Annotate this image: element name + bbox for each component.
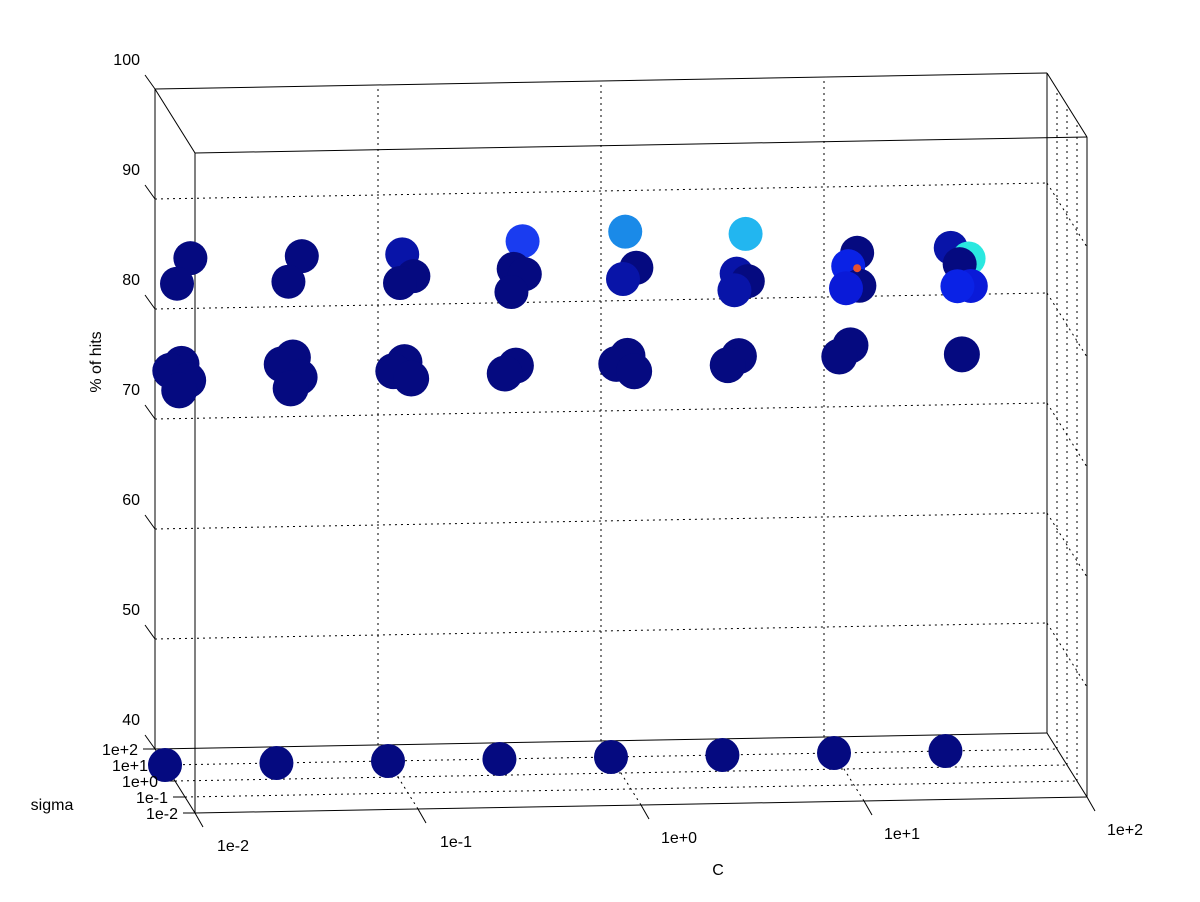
data-points [148,214,988,782]
point-lower [943,336,980,373]
floor-point [817,736,851,770]
z-tick [144,404,156,420]
z-tick [144,184,156,200]
z-tick-label: 100 [113,52,140,69]
z-tick-label: 60 [122,492,140,509]
x-tick [417,808,427,824]
point-upper [271,264,306,299]
point-upper [383,266,417,300]
grid-line-z [154,182,1048,200]
point-upper [606,262,640,296]
floor-point [259,746,294,781]
grid-line-z [154,512,1048,530]
floor-grid-x [600,740,642,806]
point-upper [717,273,752,308]
z-tick-label: 50 [122,602,140,619]
point-upper [284,239,319,274]
sigma-tick-label: 1e-2 [146,806,178,823]
point-upper [173,241,208,276]
best-point [853,264,862,273]
x-axis-label: C [712,862,724,879]
x-tick [194,812,204,828]
z-tick [144,74,156,90]
x-tick [863,800,873,816]
z-tick-label: 90 [122,162,140,179]
z-tick [144,294,156,310]
x-tick-label: 1e+1 [884,826,920,843]
z-axis-label: % of hits [88,331,105,392]
point-upper [728,216,763,251]
point-upper [505,224,540,259]
point-upper [608,214,643,249]
z-tick [144,514,156,530]
point-lower [272,370,309,407]
y-axis-label: sigma [31,797,74,814]
point-upper [940,269,975,304]
box-edge [194,136,1088,154]
z-tick [144,624,156,640]
point-upper [494,275,529,310]
z-tick [144,734,156,750]
point-lower [393,360,430,397]
axes-box [143,72,1096,828]
floor-grid-x [823,736,865,802]
z-tick-label: 80 [122,272,140,289]
floor-point [705,738,740,773]
box-edge [154,72,1048,90]
x-tick [640,804,650,820]
point-lower [161,372,198,409]
point-lower [486,355,523,392]
z-tick-label: 70 [122,382,140,399]
floor-point [371,744,405,778]
floor-point [482,742,517,777]
point-lower [821,338,858,375]
grid-line-z-side [1046,512,1088,578]
box-edge [1046,732,1088,798]
z-tick-label: 40 [122,712,140,729]
grid-line-z-side [1046,182,1088,248]
box-edge [154,732,1048,750]
x-tick-label: 1e-2 [217,838,249,855]
point-lower [709,347,746,384]
sigma-tick-label: 1e+1 [112,758,148,775]
box-edge [154,88,196,154]
sigma-tick-label: 1e+2 [102,742,138,759]
floor-point [148,748,182,782]
floor-point [594,740,628,774]
x-tick [1086,796,1096,812]
floor-point [928,734,963,769]
x-tick-label: 1e+0 [661,830,697,847]
box-edge [1046,72,1088,138]
grid-lines [154,77,1088,810]
point-upper [160,266,194,301]
x-tick-label: 1e-1 [440,834,472,851]
grid-line-z-side [1046,292,1088,358]
point-upper [829,271,863,306]
x-tick-label: 1e+2 [1107,822,1143,839]
sigma-tick-label: 1e-1 [136,790,168,807]
sigma-tick-label: 1e+0 [122,774,158,791]
point-lower [616,353,653,390]
